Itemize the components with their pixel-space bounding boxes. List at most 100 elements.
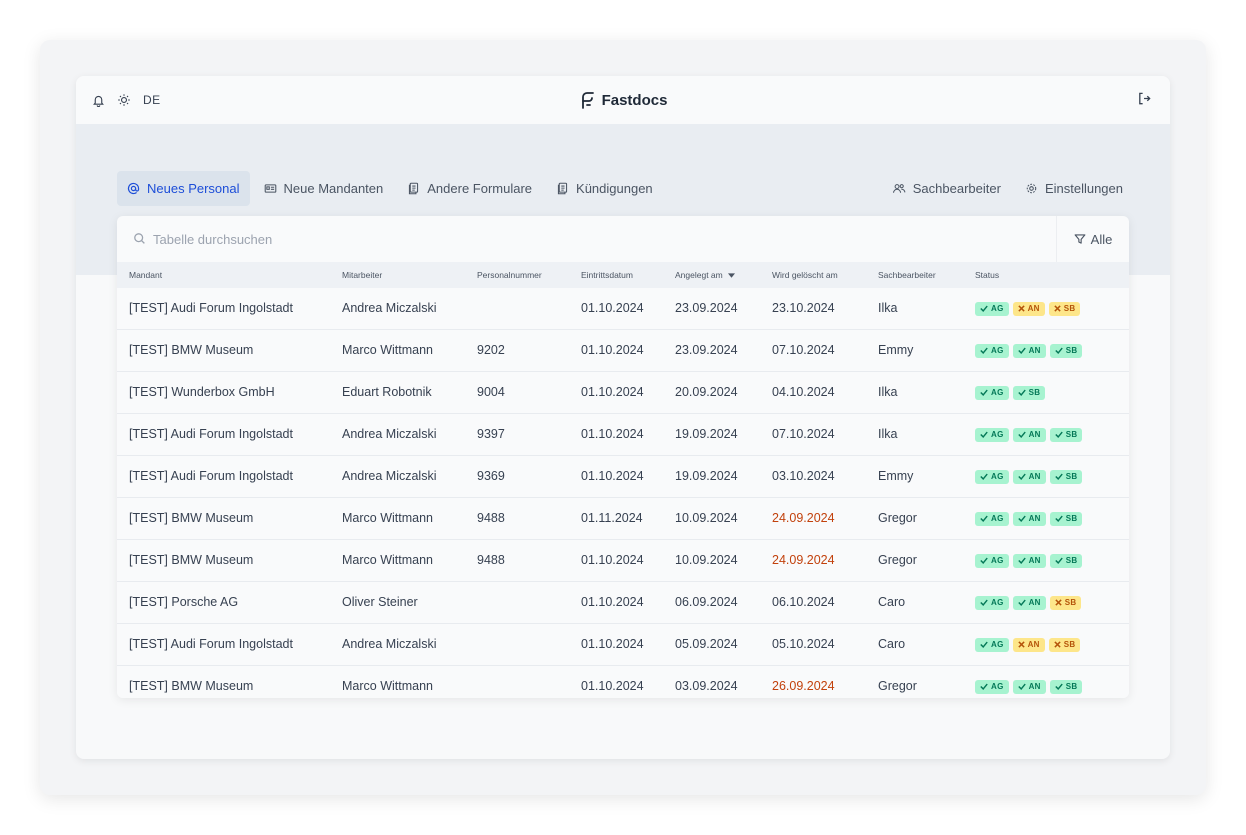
col-mitarbeiter[interactable]: Mitarbeiter bbox=[342, 270, 383, 280]
check-icon bbox=[980, 305, 988, 312]
badge-label: AN bbox=[1027, 640, 1040, 649]
status-badge-sb: SB bbox=[1048, 301, 1081, 316]
cell-geloescht: 24.09.2024 bbox=[772, 553, 835, 567]
nav-einstellungen[interactable]: Einstellungen bbox=[1020, 171, 1128, 206]
status-badge-ag: AG bbox=[975, 343, 1009, 358]
cell-angelegt: 03.09.2024 bbox=[675, 679, 738, 693]
badge-label: AG bbox=[991, 472, 1004, 481]
col-angelegt[interactable]: Angelegt am bbox=[675, 262, 736, 288]
bell-icon[interactable] bbox=[92, 94, 105, 107]
table-row[interactable]: [TEST] BMW Museum Marco Wittmann 9488 01.11… bbox=[117, 498, 1129, 540]
table-row[interactable]: [TEST] Audi Forum Ingolstadt Andrea Micza… bbox=[117, 414, 1129, 456]
cell-geloescht: 05.10.2024 bbox=[772, 637, 835, 651]
badge-label: AG bbox=[991, 598, 1004, 607]
cell-angelegt: 19.09.2024 bbox=[675, 427, 738, 441]
table-row[interactable]: [TEST] Audi Forum Ingolstadt Andrea Micza… bbox=[117, 288, 1129, 330]
app-window: DE Fastdocs Neues Personal Neue Mandante… bbox=[76, 76, 1170, 759]
nav-sachbearbeiter[interactable]: Sachbearbeiter bbox=[887, 171, 1006, 206]
status-badge-an: AN bbox=[1012, 427, 1046, 442]
table-row[interactable]: [TEST] BMW Museum Marco Wittmann 9202 01.10… bbox=[117, 330, 1129, 372]
cell-mandant: [TEST] Wunderbox GmbH bbox=[129, 385, 275, 399]
cell-sachbearbeiter: Caro bbox=[878, 595, 906, 609]
check-icon bbox=[980, 347, 988, 354]
tab-neue-mandanten[interactable]: Neue Mandanten bbox=[254, 171, 394, 206]
tab-label: Neues Personal bbox=[147, 181, 240, 196]
badge-label: SB bbox=[1065, 430, 1078, 439]
check-icon bbox=[980, 599, 988, 606]
check-icon bbox=[1017, 515, 1026, 522]
cell-sachbearbeiter: Ilka bbox=[878, 301, 898, 315]
status-badge-ag: AG bbox=[975, 427, 1009, 442]
cell-geloescht: 24.09.2024 bbox=[772, 511, 835, 525]
col-eintrittsdatum[interactable]: Eintrittsdatum bbox=[581, 270, 633, 280]
table-card: Alle Mandant Mitarbeiter Personalnummer … bbox=[117, 216, 1129, 698]
status-badge-ag: AG bbox=[975, 301, 1009, 316]
table-row[interactable]: [TEST] Audi Forum Ingolstadt Andrea Micza… bbox=[117, 456, 1129, 498]
status-badge-an: AN bbox=[1012, 637, 1045, 652]
status-badges: AG AN SB bbox=[975, 666, 1083, 698]
cell-eintrittsdatum: 01.10.2024 bbox=[581, 595, 644, 609]
status-badges: AG AN SB bbox=[975, 288, 1081, 329]
cell-eintrittsdatum: 01.10.2024 bbox=[581, 469, 644, 483]
cell-geloescht: 06.10.2024 bbox=[772, 595, 835, 609]
cell-mandant: [TEST] BMW Museum bbox=[129, 343, 254, 357]
badge-label: AG bbox=[991, 556, 1004, 565]
col-sachbearbeiter[interactable]: Sachbearbeiter bbox=[878, 270, 936, 280]
language-switch[interactable]: DE bbox=[143, 93, 161, 107]
cell-geloescht: 07.10.2024 bbox=[772, 427, 835, 441]
status-badges: AG AN SB bbox=[975, 414, 1083, 455]
col-status[interactable]: Status bbox=[975, 270, 1000, 280]
check-icon bbox=[1017, 683, 1026, 690]
cell-mandant: [TEST] Audi Forum Ingolstadt bbox=[129, 427, 293, 441]
cell-geloescht: 04.10.2024 bbox=[772, 385, 835, 399]
check-icon bbox=[980, 641, 988, 648]
status-badge-ag: AG bbox=[975, 595, 1009, 610]
nav-tabs: Neues Personal Neue Mandanten Andere For… bbox=[117, 171, 663, 206]
badge-label: SB bbox=[1065, 346, 1078, 355]
status-badges: AG AN SB bbox=[975, 582, 1082, 623]
tab-kuendigungen[interactable]: Kündigungen bbox=[546, 171, 663, 206]
sun-icon[interactable] bbox=[117, 93, 131, 107]
badge-label: AN bbox=[1028, 514, 1041, 523]
x-icon bbox=[1017, 305, 1025, 312]
cell-mitarbeiter: Marco Wittmann bbox=[342, 511, 433, 525]
search-input[interactable] bbox=[153, 224, 1033, 254]
cell-eintrittsdatum: 01.10.2024 bbox=[581, 637, 644, 651]
cell-sachbearbeiter: Gregor bbox=[878, 553, 917, 567]
cell-sachbearbeiter: Emmy bbox=[878, 469, 914, 483]
cell-eintrittsdatum: 01.10.2024 bbox=[581, 385, 644, 399]
badge-label: AG bbox=[991, 682, 1004, 691]
cell-mitarbeiter: Eduart Robotnik bbox=[342, 385, 432, 399]
col-personalnummer[interactable]: Personalnummer bbox=[477, 270, 542, 280]
table-row[interactable]: [TEST] BMW Museum Marco Wittmann 01.10.202… bbox=[117, 666, 1129, 698]
check-icon bbox=[1055, 683, 1063, 690]
check-icon bbox=[980, 557, 988, 564]
table-body: [TEST] Audi Forum Ingolstadt Andrea Micza… bbox=[117, 288, 1129, 698]
table-row[interactable]: [TEST] Wunderbox GmbH Eduart Robotnik 9004… bbox=[117, 372, 1129, 414]
status-badge-ag: AG bbox=[975, 553, 1009, 568]
status-badge-sb: SB bbox=[1049, 343, 1083, 358]
cell-personalnummer: 9369 bbox=[477, 469, 505, 483]
logout-icon[interactable] bbox=[1137, 91, 1152, 106]
cell-mitarbeiter: Marco Wittmann bbox=[342, 343, 433, 357]
col-mandant[interactable]: Mandant bbox=[129, 270, 163, 280]
check-icon bbox=[1055, 557, 1063, 564]
cell-sachbearbeiter: Gregor bbox=[878, 511, 917, 525]
topbar: DE Fastdocs bbox=[76, 76, 1170, 125]
table-row[interactable]: [TEST] BMW Museum Marco Wittmann 9488 01.10… bbox=[117, 540, 1129, 582]
id-card-icon bbox=[264, 184, 276, 193]
table-row[interactable]: [TEST] Audi Forum Ingolstadt Andrea Micza… bbox=[117, 624, 1129, 666]
check-icon bbox=[1017, 599, 1026, 606]
cell-sachbearbeiter: Ilka bbox=[878, 385, 898, 399]
sort-desc-icon bbox=[728, 273, 736, 278]
cell-eintrittsdatum: 01.10.2024 bbox=[581, 679, 644, 693]
x-icon bbox=[1054, 641, 1061, 648]
cell-angelegt: 23.09.2024 bbox=[675, 301, 738, 315]
tab-label: Kündigungen bbox=[576, 181, 653, 196]
tab-andere-formulare[interactable]: Andere Formulare bbox=[397, 171, 542, 206]
col-geloescht[interactable]: Wird gelöscht am bbox=[772, 270, 838, 280]
tab-neues-personal[interactable]: Neues Personal bbox=[117, 171, 250, 206]
filter-button[interactable]: Alle bbox=[1056, 216, 1129, 262]
cell-angelegt: 19.09.2024 bbox=[675, 469, 738, 483]
table-row[interactable]: [TEST] Porsche AG Oliver Steiner 01.10.202… bbox=[117, 582, 1129, 624]
